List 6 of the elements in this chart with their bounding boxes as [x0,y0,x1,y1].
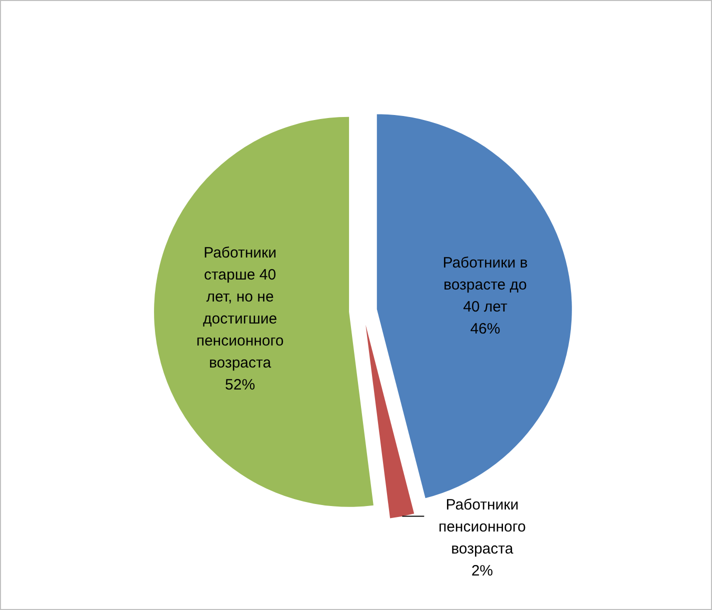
slice-label: Работники в возрасте до 40 лет [442,254,528,316]
data-label: 2% [471,562,494,579]
slice-label: Работники пенсионного возраста [438,496,526,557]
slice-label: Работники старше 40 лет, но не достигшие пенсионного возраста [196,244,284,372]
data-label: 46% [470,320,500,338]
data-label: 52% [225,376,256,394]
